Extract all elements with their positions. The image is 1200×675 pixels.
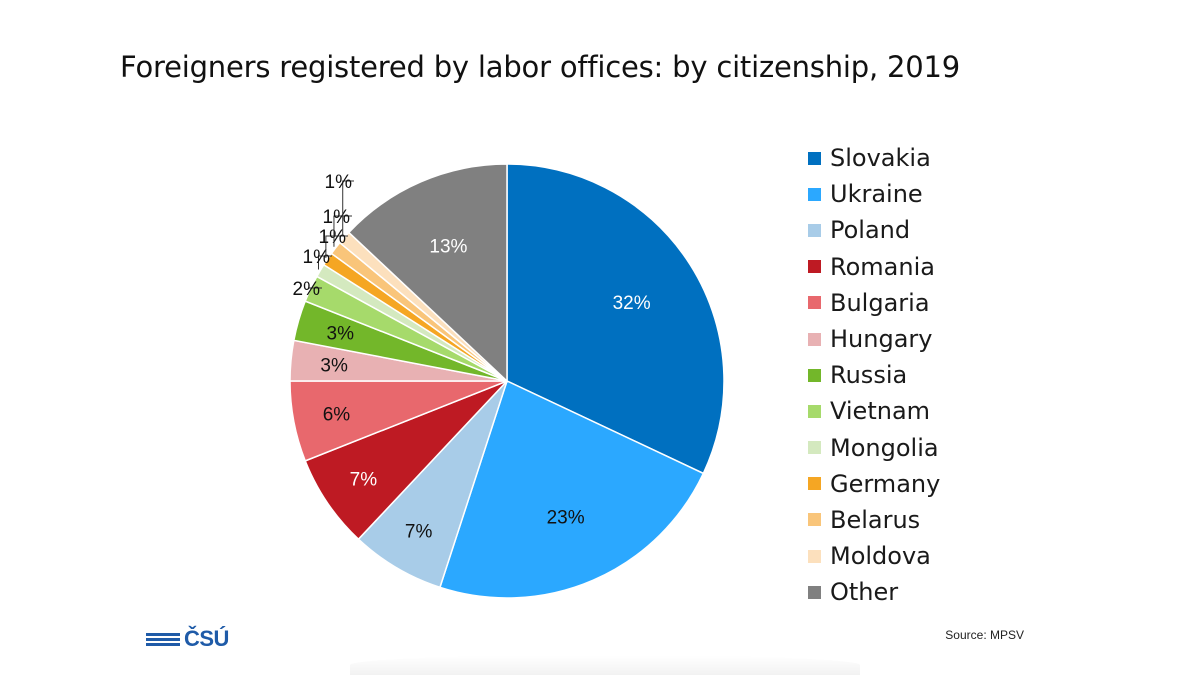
- source-note: Source: MPSV: [945, 628, 1024, 642]
- data-label-slovakia: 32%: [613, 293, 651, 314]
- legend-item-hungary: Hungary: [808, 321, 940, 357]
- data-label-moldova: 1%: [325, 172, 353, 193]
- legend-label: Ukraine: [830, 180, 923, 209]
- csu-logo: ČSÚ: [146, 626, 229, 652]
- chart-legend: Slovakia Ukraine Poland Romania Bulgaria Hung…: [808, 140, 940, 610]
- pie-chart: 32%23%7%7%6%3%3%13%2%1%1%1%1%: [289, 163, 725, 599]
- legend-item-moldova: Moldova: [808, 538, 940, 574]
- chart-title: Foreigners registered by labor offices: …: [120, 50, 960, 84]
- legend-label: Hungary: [830, 325, 933, 354]
- pie-slice-ukraine: [438, 379, 705, 599]
- leader-line-belarus: [333, 215, 352, 247]
- legend-item-bulgaria: Bulgaria: [808, 285, 940, 321]
- pie-slice-other: [347, 163, 508, 383]
- legend-swatch: [808, 151, 821, 165]
- legend-label: Slovakia: [830, 144, 931, 173]
- legend-item-germany: Germany: [808, 466, 940, 502]
- leader-line-mongolia: [317, 255, 332, 270]
- legend-swatch: [808, 368, 821, 382]
- data-label-ukraine: 23%: [547, 507, 585, 528]
- legend-label: Romania: [830, 252, 935, 281]
- legend-label: Belarus: [830, 505, 921, 534]
- legend-item-slovakia: Slovakia: [808, 140, 940, 176]
- data-label-germany: 1%: [319, 227, 347, 248]
- legend-label: Germany: [830, 469, 941, 498]
- leader-line-germany: [325, 235, 348, 258]
- legend-item-ukraine: Ukraine: [808, 176, 940, 212]
- legend-swatch: [808, 332, 821, 346]
- legend-item-poland: Poland: [808, 212, 940, 248]
- legend-swatch: [808, 441, 821, 455]
- data-label-vietnam: 2%: [293, 279, 321, 300]
- data-label-romania: 7%: [350, 470, 378, 491]
- legend-label: Other: [830, 578, 899, 607]
- data-label-mongolia: 1%: [303, 247, 331, 268]
- legend-swatch: [808, 477, 821, 491]
- legend-item-vietnam: Vietnam: [808, 393, 940, 429]
- bottom-shadow: [350, 655, 860, 675]
- data-label-other: 13%: [429, 237, 467, 258]
- legend-label: Mongolia: [830, 433, 939, 462]
- data-label-belarus: 1%: [323, 207, 351, 228]
- legend-swatch: [808, 223, 821, 237]
- legend-swatch: [808, 187, 821, 201]
- legend-label: Moldova: [830, 542, 931, 571]
- legend-item-other: Other: [808, 574, 940, 610]
- legend-swatch: [808, 260, 821, 274]
- legend-swatch: [808, 549, 821, 563]
- legend-swatch: [808, 404, 821, 418]
- legend-item-belarus: Belarus: [808, 502, 940, 538]
- legend-item-romania: Romania: [808, 249, 940, 285]
- legend-swatch: [808, 296, 821, 310]
- legend-label: Bulgaria: [830, 288, 930, 317]
- csu-logo-text: ČSÚ: [184, 626, 229, 651]
- legend-item-russia: Russia: [808, 357, 940, 393]
- legend-label: Vietnam: [830, 397, 931, 426]
- data-label-bulgaria: 6%: [323, 405, 351, 426]
- legend-item-mongolia: Mongolia: [808, 430, 940, 466]
- legend-swatch: [808, 585, 821, 599]
- csu-logo-mark: [146, 629, 182, 649]
- data-label-russia: 3%: [327, 324, 355, 345]
- legend-label: Russia: [830, 361, 908, 390]
- legend-label: Poland: [830, 216, 911, 245]
- data-label-poland: 7%: [405, 521, 433, 542]
- data-label-hungary: 3%: [320, 356, 348, 377]
- pie-slice-slovakia: [506, 163, 725, 475]
- leader-line-moldova: [342, 180, 354, 237]
- legend-swatch: [808, 513, 821, 527]
